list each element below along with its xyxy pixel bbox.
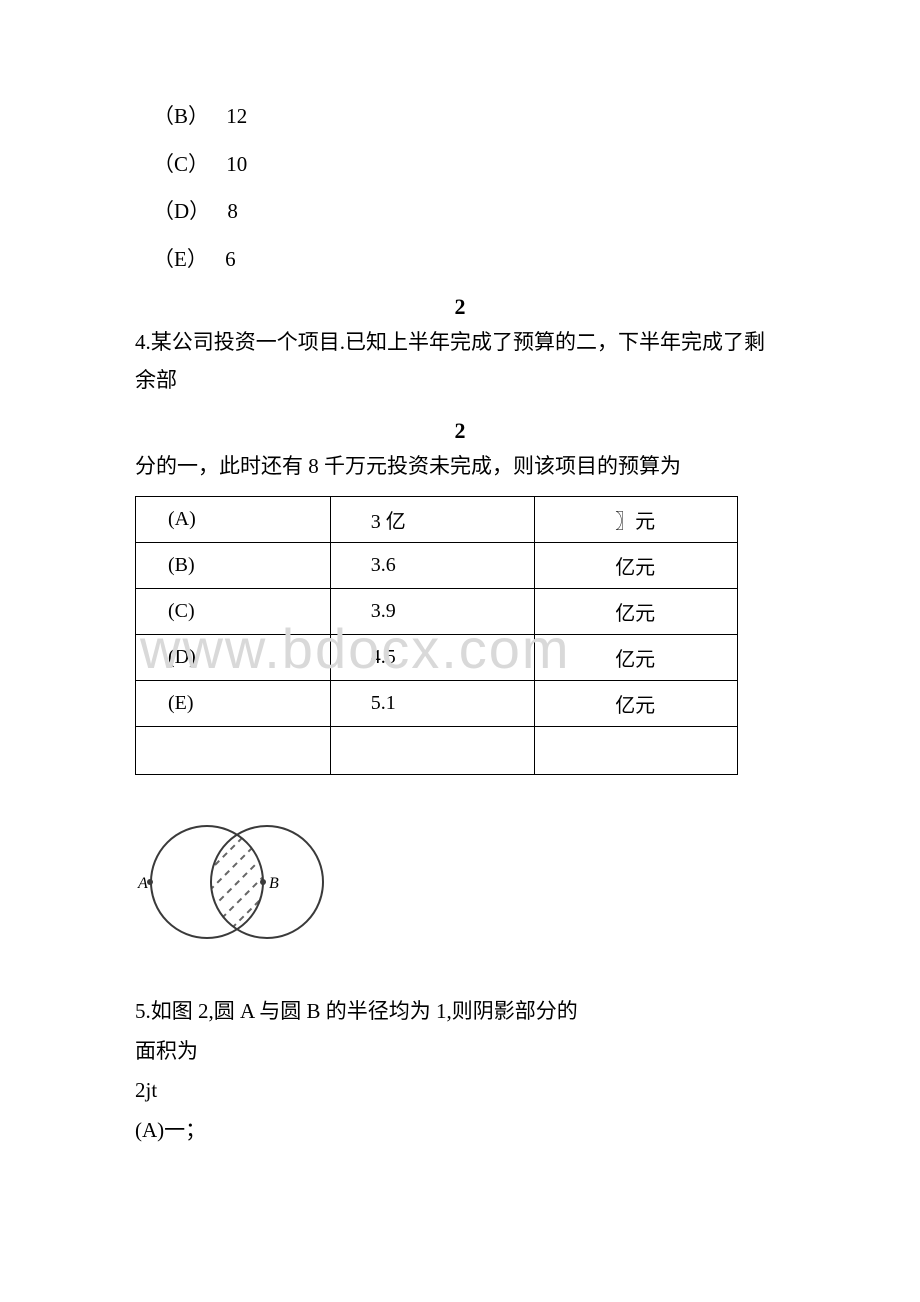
table-cell: (C) xyxy=(136,588,331,634)
q4-options-table: (A) 3 亿 〗元 (B) 3.6 亿元 (C) 3.9 亿元 (D) 4.5… xyxy=(135,496,738,775)
option-value: 8 xyxy=(227,199,238,223)
option-letter: （B） xyxy=(153,104,209,128)
option-c: （C） 10 xyxy=(135,148,785,182)
venn-svg: A B xyxy=(135,795,339,969)
table-cell: (D) xyxy=(136,634,331,680)
option-letter: （D） xyxy=(153,199,210,223)
q5-line1: 5.如图 2,圆 A 与圆 B 的半径均为 1,则阴影部分的 xyxy=(135,993,785,1031)
table-cell: 4.5 xyxy=(330,634,535,680)
q4-text-line1: 4.某公司投资一个项目.已知上半年完成了预算的二，下半年完成了剩余部 xyxy=(135,324,785,400)
table-cell: 亿元 xyxy=(535,680,738,726)
option-letter: （C） xyxy=(153,152,209,176)
table-cell: (E) xyxy=(136,680,331,726)
table-cell: 3.6 xyxy=(330,542,535,588)
q5-line2: 面积为 xyxy=(135,1033,785,1071)
option-value: 10 xyxy=(226,152,247,176)
option-b: （B） 12 xyxy=(135,100,785,134)
table-cell-empty xyxy=(535,726,738,774)
table-cell: 亿元 xyxy=(535,634,738,680)
q5-block: 5.如图 2,圆 A 与圆 B 的半径均为 1,则阴影部分的 面积为 2jt (… xyxy=(135,993,785,1150)
options-group: （B） 12 （C） 10 （D） 8 （E） 6 xyxy=(135,100,785,276)
point-a xyxy=(147,879,153,885)
table-cell: 5.1 xyxy=(330,680,535,726)
table-cell: (B) xyxy=(136,542,331,588)
option-value: 12 xyxy=(226,104,247,128)
table-cell: 3 亿 xyxy=(330,496,535,542)
table-cell-empty xyxy=(330,726,535,774)
table-row: (B) 3.6 亿元 xyxy=(136,542,738,588)
fraction-numerator-1: 2 xyxy=(135,294,785,320)
q5-line3: 2jt xyxy=(135,1072,785,1110)
table-cell: 亿元 xyxy=(535,588,738,634)
q4-text-line2: 分的一，此时还有 8 千万元投资未完成，则该项目的预算为 xyxy=(135,448,785,486)
table-cell: 亿元 xyxy=(535,542,738,588)
fraction-numerator-2: 2 xyxy=(135,418,785,444)
table-cell: 3.9 xyxy=(330,588,535,634)
point-b xyxy=(260,879,266,885)
table-row: (D) 4.5 亿元 xyxy=(136,634,738,680)
option-letter: （E） xyxy=(153,247,208,271)
circle-b xyxy=(211,826,323,938)
table-row: (A) 3 亿 〗元 xyxy=(136,496,738,542)
table-cell: (A) xyxy=(136,496,331,542)
table-row-empty xyxy=(136,726,738,774)
q5-line4: (A)一； xyxy=(135,1112,785,1150)
label-b: B xyxy=(269,875,279,892)
table-cell-empty xyxy=(136,726,331,774)
option-e: （E） 6 xyxy=(135,243,785,277)
circle-a xyxy=(151,826,263,938)
table-row: (E) 5.1 亿元 xyxy=(136,680,738,726)
table-cell: 〗元 xyxy=(535,496,738,542)
label-a: A xyxy=(137,875,148,892)
option-d: （D） 8 xyxy=(135,195,785,229)
option-value: 6 xyxy=(225,247,236,271)
table-row: (C) 3.9 亿元 xyxy=(136,588,738,634)
venn-diagram: A B xyxy=(135,795,785,975)
